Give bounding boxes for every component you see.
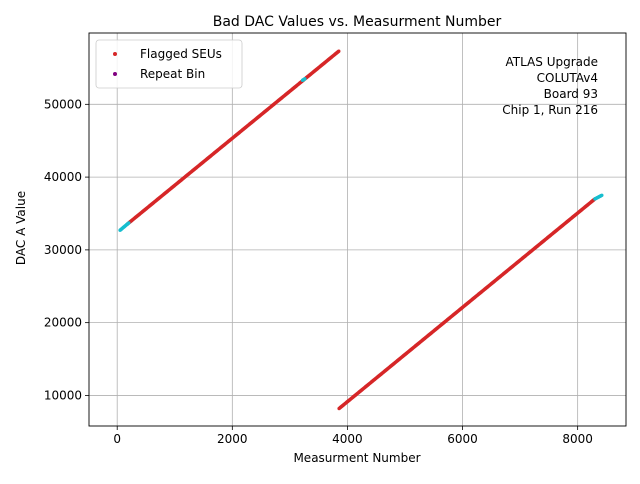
annotation-line: Board 93 xyxy=(544,87,598,101)
x-tick-label: 2000 xyxy=(217,432,248,446)
y-tick-label: 50000 xyxy=(44,97,82,111)
x-tick-label: 0 xyxy=(113,432,121,446)
legend-marker xyxy=(113,72,117,76)
y-tick-label: 20000 xyxy=(44,316,82,330)
legend-label: Repeat Bin xyxy=(140,67,205,81)
data-point xyxy=(303,77,307,81)
y-tick-label: 40000 xyxy=(44,170,82,184)
legend-label: Flagged SEUs xyxy=(140,47,222,61)
data-point xyxy=(600,193,604,197)
data-point xyxy=(127,221,131,225)
y-tick-label: 10000 xyxy=(44,388,82,402)
y-axis-label: DAC A Value xyxy=(14,191,28,265)
legend-box xyxy=(95,39,243,89)
annotation-line: ATLAS Upgrade xyxy=(505,55,598,69)
annotation-line: Chip 1, Run 216 xyxy=(502,103,598,117)
data-point xyxy=(337,49,341,53)
x-tick-label: 8000 xyxy=(562,432,593,446)
annotation-line: COLUTAv4 xyxy=(537,71,598,85)
legend-marker xyxy=(113,52,117,56)
x-axis-label: Measurment Number xyxy=(293,451,420,465)
x-tick-label: 6000 xyxy=(447,432,478,446)
x-tick-label: 4000 xyxy=(332,432,363,446)
y-tick-label: 30000 xyxy=(44,243,82,257)
legend: Flagged SEUs Repeat Bin xyxy=(95,39,243,89)
plot-frame xyxy=(88,32,627,427)
chart-title: Bad DAC Values vs. Measurment Number xyxy=(213,14,502,30)
data-points xyxy=(118,49,604,411)
